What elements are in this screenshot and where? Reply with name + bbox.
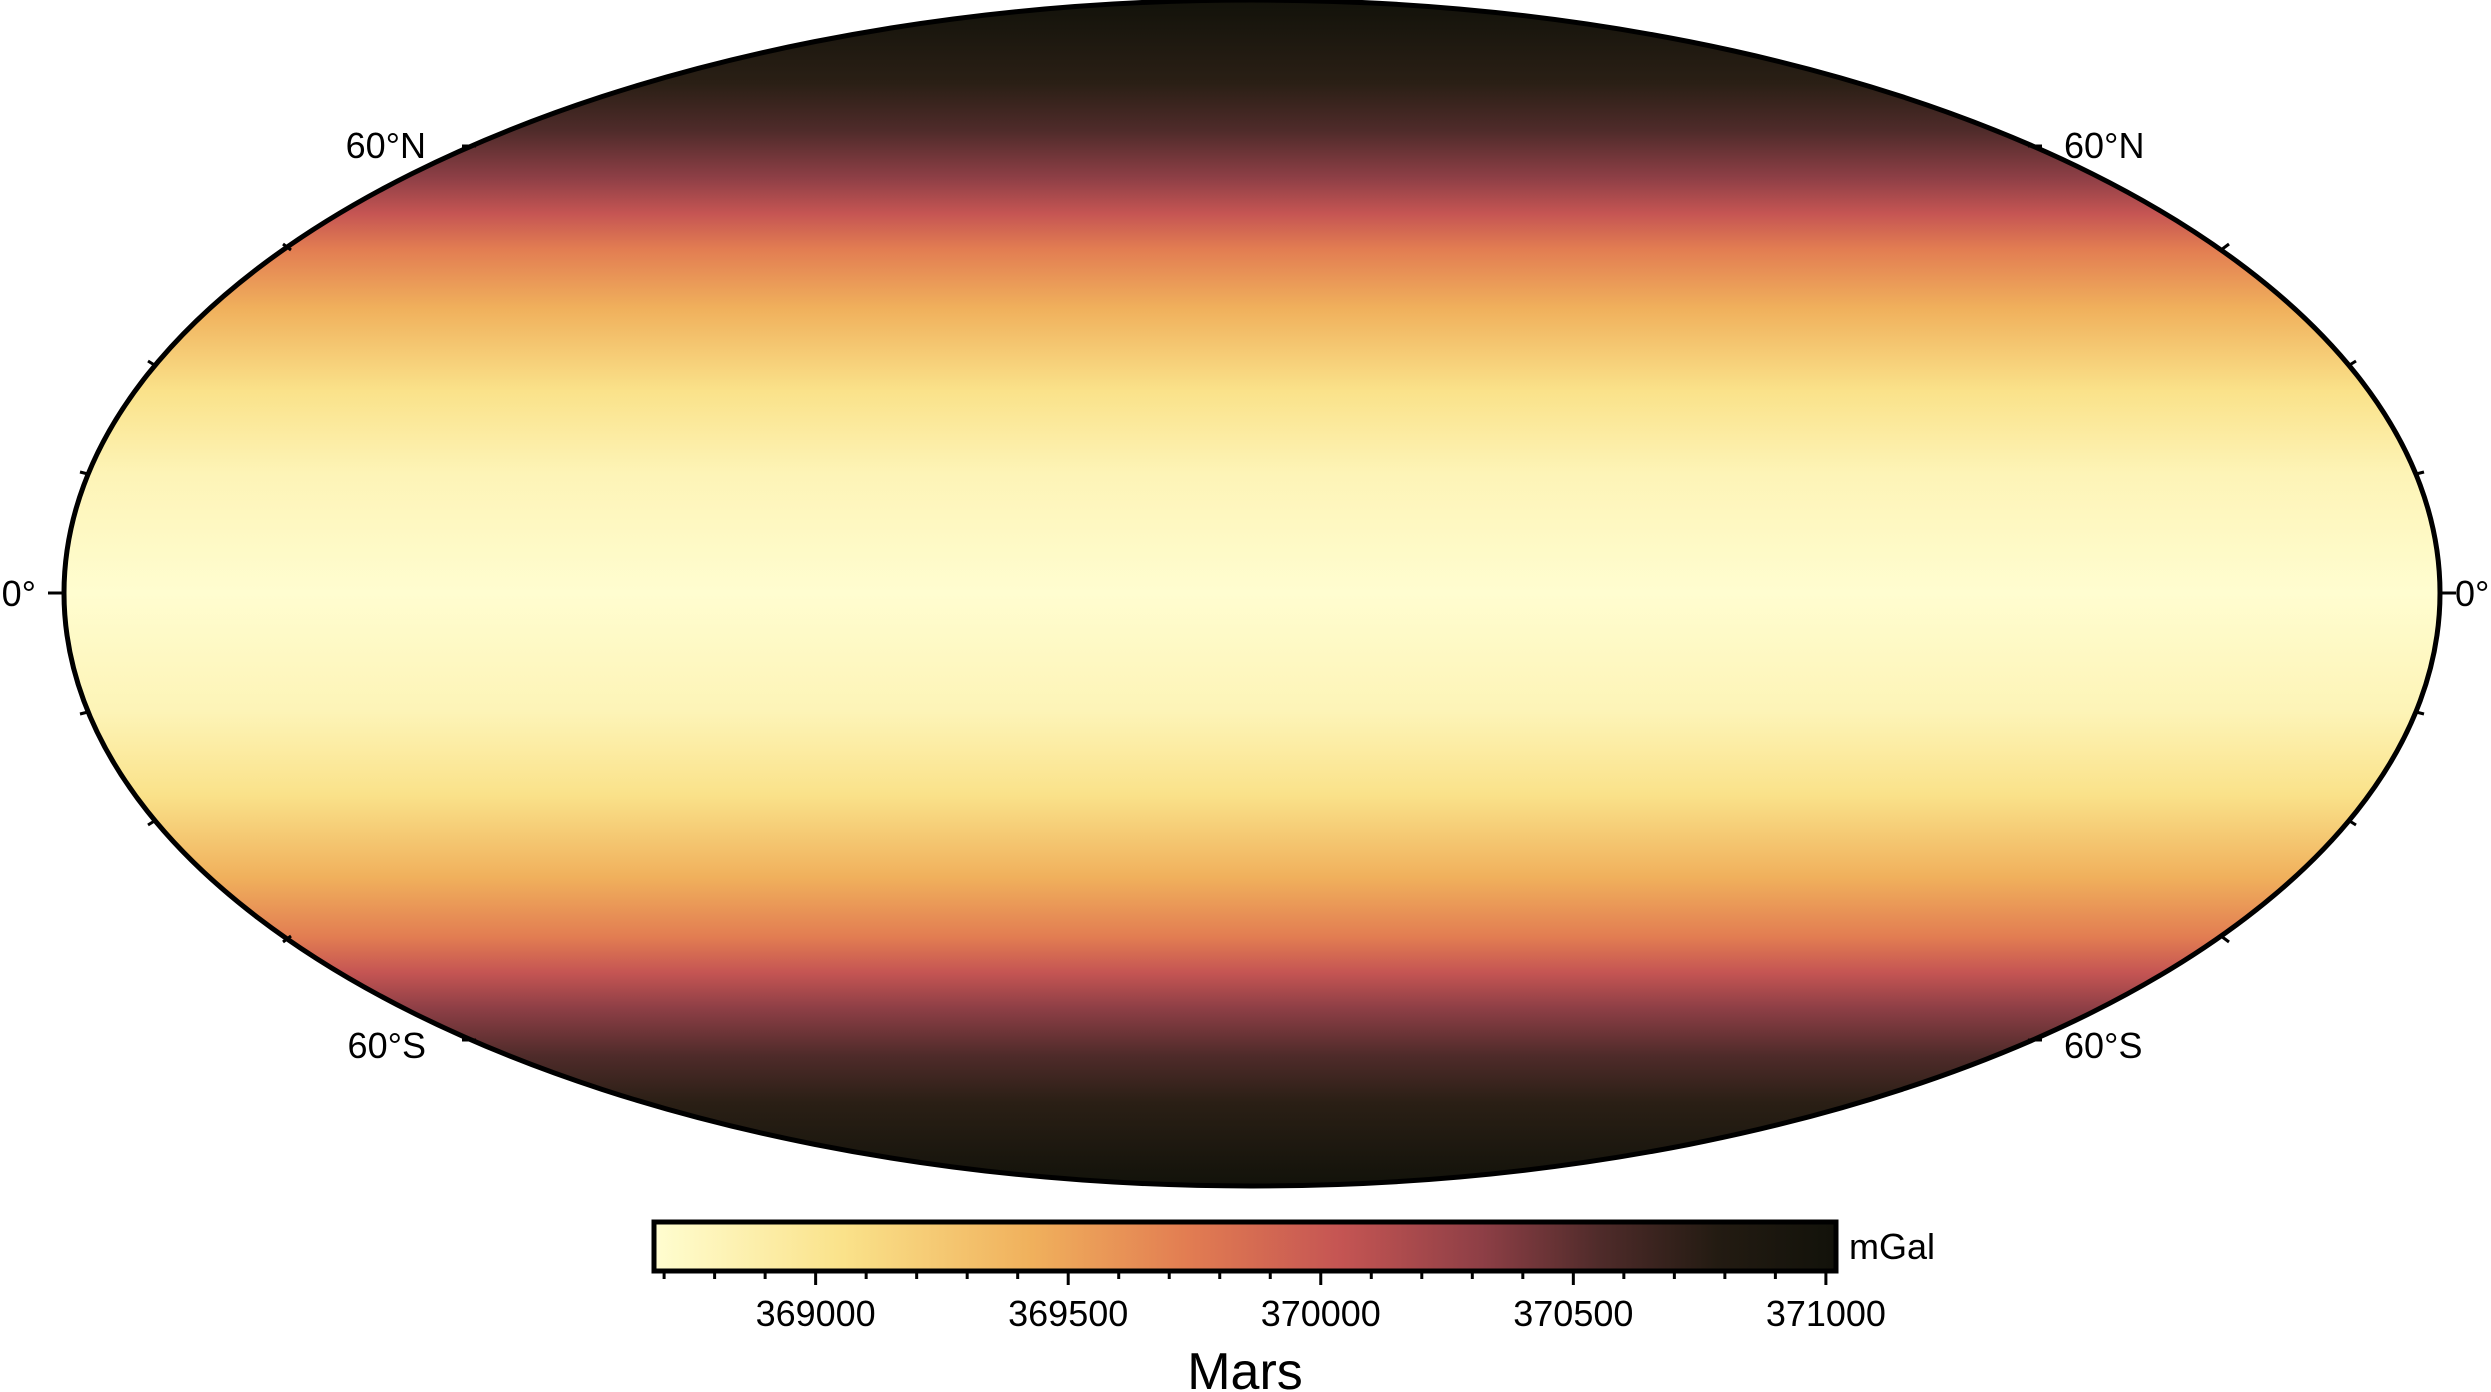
colorbar-ticks [662,1271,1828,1285]
minor-tick [282,934,292,944]
colorbar-tick-label: 371000 [1766,1293,1886,1334]
minor-tick [2220,934,2230,944]
colorbar-tick-label: 369500 [1008,1293,1128,1334]
map-frame [61,0,2443,1189]
minor-tick [79,470,89,476]
colorbar-title: Mars [1187,1343,1303,1392]
colorbar-tick-label: 369000 [756,1293,876,1334]
lat-label-60s-right: 60°S [2064,1025,2142,1066]
minor-tick [2347,818,2357,827]
colorbar-unit: mGal [1849,1226,1935,1267]
map-globe [64,0,2440,1186]
lat-label-0-left: 0° [2,573,36,614]
lat-label-60n-left: 60°N [346,125,426,166]
minor-tick [282,242,292,252]
colorbar-tick-labels: 369000 369500 370000 370500 371000 [756,1293,1886,1334]
map-frame-ticks [48,144,2456,1042]
lat-label-0-right: 0° [2455,573,2489,614]
colorbar-fill [654,1222,1836,1271]
minor-tick [2415,470,2425,476]
colorbar: 369000 369500 370000 370500 371000 mGal Mars [651,1219,1935,1392]
minor-tick [79,710,89,716]
colorbar-tick-label: 370500 [1513,1293,1633,1334]
minor-tick [147,359,157,368]
minor-tick [2220,242,2230,252]
lat-label-60s-left: 60°S [348,1025,426,1066]
minor-tick [2415,710,2425,716]
minor-tick [147,818,157,827]
lat-label-60n-right: 60°N [2064,125,2144,166]
minor-tick [2347,359,2357,368]
colorbar-frame [651,1219,1839,1274]
colorbar-tick-label: 370000 [1261,1293,1381,1334]
